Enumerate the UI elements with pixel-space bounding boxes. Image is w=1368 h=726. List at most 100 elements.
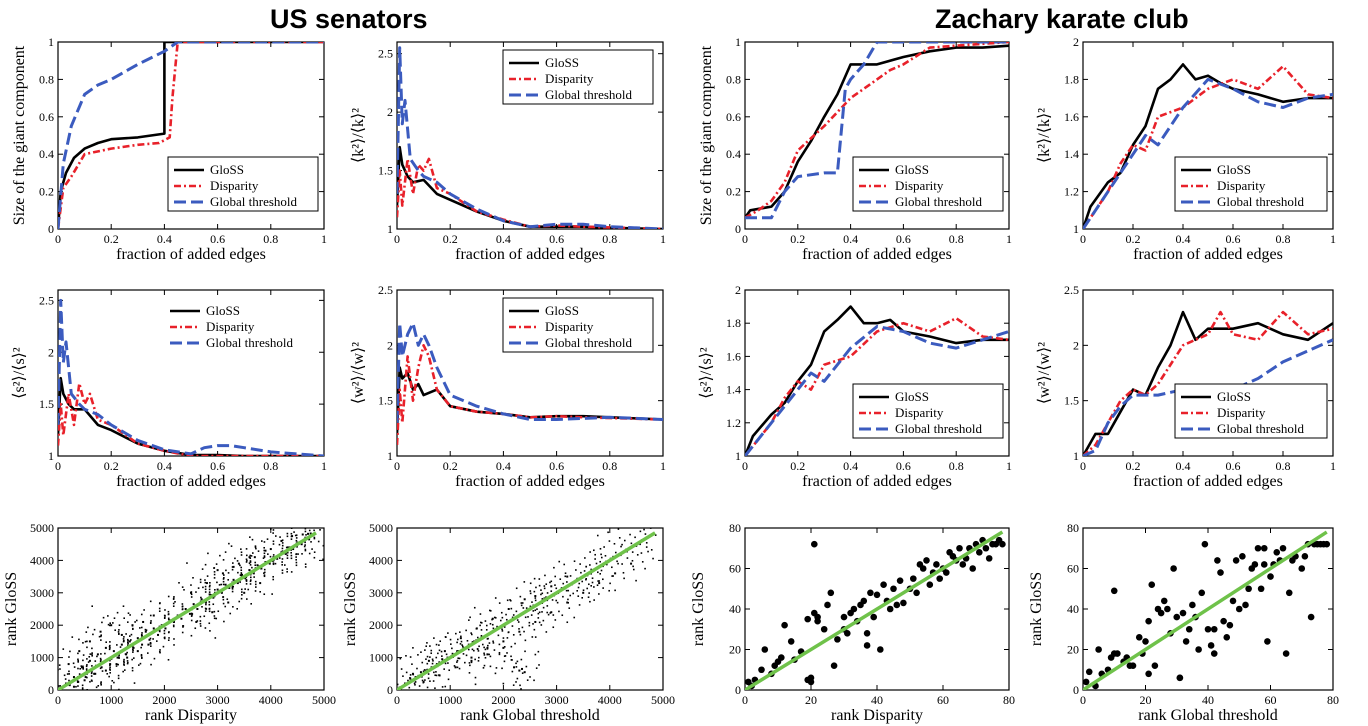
scatter-point — [566, 581, 568, 583]
scatter-point — [510, 645, 513, 648]
scatter-point — [181, 631, 184, 634]
series-line-global — [745, 42, 1009, 220]
scatter-point — [578, 604, 581, 606]
scatter-point — [402, 675, 404, 677]
scatter-point — [459, 631, 461, 633]
scatter-point — [68, 656, 70, 658]
scatter-point — [526, 679, 529, 681]
scatter-point — [149, 637, 152, 640]
scatter-point — [540, 624, 543, 626]
x-tick-label: 0.2 — [104, 232, 119, 246]
legend-label-disparity: Disparity — [210, 178, 259, 193]
y-tick-label: 0.8 — [726, 72, 741, 86]
scatter-point — [545, 631, 548, 633]
scatter-point — [456, 650, 458, 652]
scatter-point — [420, 651, 422, 653]
scatter-point — [1226, 621, 1234, 629]
scatter-point — [228, 586, 231, 589]
scatter-point — [487, 644, 489, 647]
legend-label-disparity: Disparity — [1217, 178, 1266, 193]
x-tick-label: 0.2 — [790, 459, 805, 473]
y-tick-label: 1 — [1073, 449, 1079, 463]
scatter-point — [1129, 662, 1137, 669]
scatter-point — [830, 662, 838, 669]
scatter-point — [153, 657, 156, 660]
scatter-point — [255, 547, 257, 550]
scatter-point — [1110, 587, 1118, 595]
scatter-point — [926, 581, 934, 588]
scatter-point — [527, 616, 529, 618]
scatter-point — [999, 540, 1006, 548]
scatter-point — [118, 657, 120, 659]
scatter-point — [521, 667, 524, 670]
y-tick-label: 20 — [729, 643, 741, 657]
scatter-point — [304, 563, 307, 565]
scatter-point — [450, 643, 452, 645]
scatter-point — [78, 638, 80, 641]
scatter-point — [224, 583, 227, 586]
scatter-point — [982, 544, 990, 552]
scatter-point — [322, 558, 324, 561]
scatter-point — [501, 630, 504, 632]
scatter-point — [473, 606, 476, 609]
scatter-point — [248, 569, 250, 571]
scatter-point — [222, 559, 225, 561]
scatter-point — [544, 574, 546, 577]
scatter-point — [212, 603, 215, 606]
plot-area — [1083, 530, 1331, 690]
scatter-point — [132, 648, 134, 651]
scatter-point — [118, 688, 120, 690]
scatter-point — [409, 677, 411, 679]
scatter-point — [208, 601, 211, 603]
scatter-point — [263, 549, 266, 552]
scatter-point — [850, 605, 858, 613]
scatter-point — [204, 563, 207, 566]
scatter-point — [543, 585, 546, 587]
scatter-point — [407, 679, 409, 682]
y-tick-label: 1.5 — [378, 394, 393, 408]
scatter-point — [318, 518, 320, 520]
scatter-point — [249, 564, 252, 566]
x-tick-label: 60 — [1265, 693, 1277, 707]
scatter-point — [286, 554, 289, 557]
scatter-point — [1210, 650, 1218, 657]
scatter-point — [129, 614, 131, 616]
scatter-point — [123, 636, 125, 638]
scatter-point — [498, 651, 501, 654]
y-tick-label: 1 — [735, 35, 741, 49]
scatter-point — [101, 621, 103, 624]
scatter-point — [501, 667, 503, 670]
x-tick-label: 0 — [55, 232, 61, 246]
scatter-point — [612, 575, 614, 577]
scatter-point — [77, 685, 79, 687]
x-tick-label: 1 — [321, 232, 327, 246]
plot-area — [397, 46, 663, 229]
scatter-point — [426, 655, 429, 658]
scatter-point — [246, 598, 248, 600]
x-tick-label: 0 — [55, 693, 61, 707]
scatter-point — [1083, 678, 1090, 686]
scatter-point — [118, 633, 120, 635]
y-tick-label: 1 — [1073, 222, 1079, 236]
scatter-point — [1242, 601, 1249, 609]
fit-line — [397, 531, 656, 690]
scatter-point — [82, 665, 84, 668]
scatter-point — [880, 581, 887, 588]
scatter-point — [192, 577, 194, 579]
scatter-point — [122, 638, 125, 640]
scatter-point — [68, 684, 71, 687]
scatter-point — [509, 599, 512, 602]
scatter-point — [254, 590, 257, 592]
scatter-point — [474, 683, 477, 686]
scatter-point — [200, 596, 202, 599]
scatter-point — [168, 637, 170, 639]
legend-label-global: Global threshold — [206, 335, 294, 350]
scatter-point — [208, 591, 211, 593]
scatter-point — [1254, 544, 1262, 552]
scatter-point — [77, 667, 79, 670]
legend-label-global: Global threshold — [545, 87, 633, 102]
y-tick-label: 3000 — [30, 586, 54, 600]
scatter-point — [99, 660, 102, 663]
scatter-point — [295, 534, 298, 536]
